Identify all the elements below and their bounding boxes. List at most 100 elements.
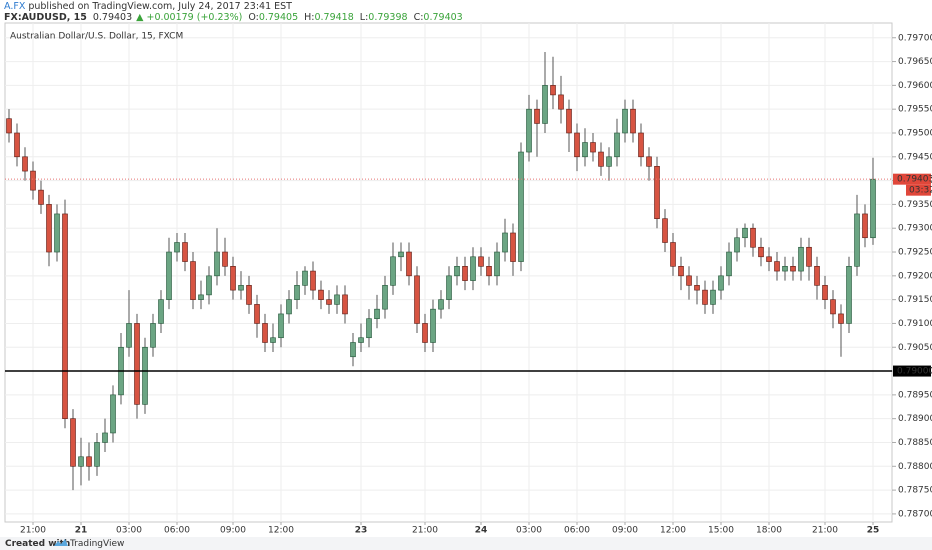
- candle-body: [166, 251, 172, 300]
- y-tick-label: 0.79150: [898, 295, 932, 305]
- candle-body: [574, 132, 580, 158]
- candle-body: [558, 94, 564, 110]
- quote-label: C:: [414, 12, 424, 23]
- x-tick-label: 21: [75, 526, 88, 536]
- y-tick-label: 0.79550: [898, 105, 932, 115]
- candle-body: [390, 256, 396, 286]
- candle-body: [590, 142, 596, 153]
- y-tick-label: 0.78750: [898, 486, 932, 496]
- candle-body: [838, 313, 844, 324]
- candle-body: [94, 442, 100, 467]
- candle-body: [238, 285, 244, 291]
- candle-body: [582, 142, 588, 158]
- candle-body: [542, 85, 548, 124]
- candle-body: [470, 256, 476, 281]
- x-tick-label: 21:00: [412, 526, 438, 536]
- candle-body: [718, 275, 724, 291]
- candle-body: [286, 299, 292, 315]
- candle-body: [670, 242, 676, 267]
- candle-body: [814, 266, 820, 286]
- x-tick-label: 06:00: [164, 526, 190, 536]
- candle-body: [430, 308, 436, 343]
- x-tick-label: 21:00: [812, 526, 838, 536]
- candle-body: [62, 213, 68, 419]
- y-tick-label: 0.78950: [898, 390, 932, 400]
- y-tick-label: 0.79350: [898, 200, 932, 210]
- candle-body: [486, 266, 492, 277]
- y-tick-label: 0.78900: [898, 414, 932, 424]
- y-tick-label: 0.79450: [898, 152, 932, 162]
- candle-body: [334, 294, 340, 305]
- candle-body: [726, 251, 732, 277]
- candle-body: [262, 323, 268, 343]
- last-price-box: [893, 173, 931, 185]
- candle-body: [502, 232, 508, 253]
- candle-body: [750, 227, 756, 248]
- header-line: A.FX published on TradingView.com, July …: [4, 1, 292, 12]
- candle-body: [14, 132, 20, 158]
- quote-value: 0.79398: [368, 12, 407, 23]
- chart-legend: Australian Dollar/U.S. Dollar, 15, FXCM: [10, 32, 183, 42]
- candle-body: [342, 294, 348, 315]
- candle-body: [102, 432, 108, 443]
- candle-body: [206, 275, 212, 296]
- y-tick-label: 0.79200: [898, 271, 932, 281]
- candle-body: [742, 227, 748, 239]
- x-tick-label: 18:00: [756, 526, 782, 536]
- candle-body: [174, 242, 180, 253]
- brand-logo: [54, 539, 68, 546]
- candle-body: [782, 266, 788, 272]
- candle-body: [270, 337, 276, 343]
- footer-brand: TradingView: [69, 539, 124, 549]
- candle-body: [398, 251, 404, 258]
- candle-body: [550, 85, 556, 96]
- y-tick-label: 0.79250: [898, 248, 932, 258]
- candle-body: [150, 323, 156, 348]
- candle-body: [566, 108, 572, 134]
- brand-icon: [54, 539, 68, 546]
- candle-body: [766, 256, 772, 262]
- candle-body: [278, 313, 284, 339]
- candle-body: [54, 213, 60, 253]
- candle-body: [638, 132, 644, 158]
- candle-body: [374, 308, 380, 319]
- y-tick-label: 0.79650: [898, 57, 932, 67]
- x-tick-label: 03:00: [116, 526, 142, 536]
- candle-body: [182, 242, 188, 262]
- x-tick-label: 25: [867, 526, 880, 536]
- candle-body: [758, 246, 764, 258]
- candle-body: [110, 394, 116, 434]
- footer-created: Created with: [5, 539, 70, 549]
- candle-body: [70, 418, 76, 467]
- candle-body: [702, 289, 708, 305]
- candle-body: [230, 266, 236, 291]
- candle-body: [654, 166, 660, 219]
- candle-body: [126, 323, 132, 348]
- x-tick-label: 09:00: [612, 526, 638, 536]
- candle-body: [198, 294, 204, 300]
- candle-body: [254, 304, 260, 324]
- candle-body: [446, 275, 452, 300]
- candle-body: [806, 246, 812, 267]
- countdown-label: 03:32: [909, 186, 932, 196]
- candle-body: [78, 456, 84, 467]
- author: A.FX: [4, 1, 26, 12]
- hline-label: 0.79000: [897, 367, 932, 377]
- candle-body: [694, 285, 700, 291]
- x-tick-label: 06:00: [564, 526, 590, 536]
- candle-body: [526, 108, 532, 153]
- quote-value: 0.79405: [259, 12, 298, 23]
- y-tick-label: 0.79700: [898, 33, 932, 43]
- candle-body: [622, 108, 628, 134]
- last: 0.79403: [93, 12, 132, 23]
- candle-body: [614, 132, 620, 158]
- quote-value: 0.79418: [314, 12, 353, 23]
- candle-body: [454, 266, 460, 277]
- candle-body: [518, 151, 524, 262]
- candle-body: [646, 156, 652, 167]
- candle-body: [438, 299, 444, 310]
- candle-body: [478, 256, 484, 267]
- x-tick-label: 03:00: [516, 526, 542, 536]
- y-tick-label: 0.78800: [898, 462, 932, 472]
- candle-body: [830, 299, 836, 315]
